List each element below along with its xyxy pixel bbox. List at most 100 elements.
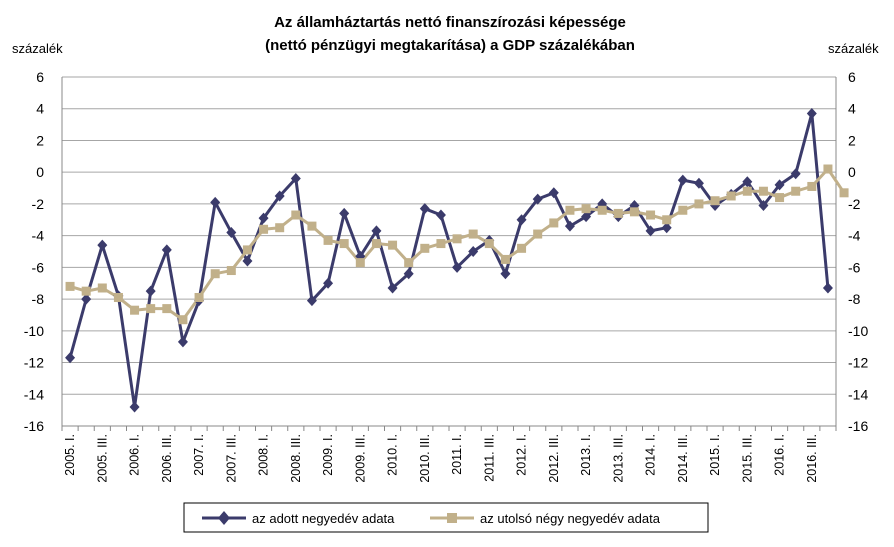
y-tick-label-right: 6 bbox=[848, 69, 856, 85]
x-tick-label: 2011. I. bbox=[450, 434, 464, 475]
data-point-series-2 bbox=[162, 304, 172, 314]
data-point-series-2 bbox=[210, 269, 220, 279]
data-point-series-2 bbox=[452, 234, 462, 244]
chart-title: Az államháztartás nettó finanszírozási k… bbox=[274, 14, 626, 31]
y-tick-label-right: -10 bbox=[848, 323, 868, 339]
right-axis-unit-label: százalék bbox=[828, 41, 879, 56]
data-point-series-2 bbox=[146, 304, 156, 314]
data-point-series-1 bbox=[661, 222, 672, 234]
x-tick-label: 2012. I. bbox=[515, 434, 529, 476]
x-tick-label: 2009. III. bbox=[353, 434, 367, 483]
data-point-series-2 bbox=[758, 186, 768, 196]
data-point-series-2 bbox=[484, 239, 494, 249]
x-tick-label: 2015. I. bbox=[708, 434, 722, 476]
data-point-series-2 bbox=[742, 186, 752, 196]
data-point-series-1 bbox=[129, 401, 140, 413]
left-y-axis-ticks: 6 4 2 0 -2 -4 -6 -8 -10 -12 -14 -16 bbox=[24, 69, 44, 434]
x-tick-label: 2013. I. bbox=[579, 434, 593, 476]
data-point-series-1 bbox=[774, 179, 785, 191]
x-tick-label: 2006. III. bbox=[160, 434, 174, 483]
y-tick-label-left: 0 bbox=[36, 164, 44, 180]
y-tick-label-left: -2 bbox=[32, 196, 45, 212]
x-tick-label: 2012. III. bbox=[547, 434, 561, 483]
data-point-series-2 bbox=[597, 205, 607, 215]
y-tick-label-right: 0 bbox=[848, 164, 856, 180]
x-tick-label: 2005. III. bbox=[95, 434, 109, 483]
data-point-series-2 bbox=[565, 205, 575, 215]
x-tick-label: 2014. I. bbox=[644, 434, 658, 476]
y-tick-label-left: -10 bbox=[24, 323, 44, 339]
data-point-series-2 bbox=[130, 305, 140, 315]
data-point-series-1 bbox=[371, 225, 382, 237]
y-tick-label-left: -8 bbox=[32, 291, 45, 307]
data-point-series-1 bbox=[226, 226, 237, 238]
y-tick-label-left: 4 bbox=[36, 101, 44, 117]
data-point-series-2 bbox=[275, 223, 285, 233]
y-tick-label-left: -14 bbox=[24, 386, 44, 402]
axes bbox=[61, 77, 837, 427]
left-axis-unit-label: százalék bbox=[12, 41, 63, 56]
data-point-series-2 bbox=[178, 315, 188, 325]
x-tick-label: 2008. III. bbox=[289, 434, 303, 483]
x-tick-label: 2009. I. bbox=[321, 434, 335, 476]
data-point-series-2 bbox=[113, 293, 123, 303]
data-point-series-1 bbox=[790, 168, 801, 180]
y-tick-label-left: 2 bbox=[36, 132, 44, 148]
data-point-series-1 bbox=[516, 214, 527, 226]
data-point-series-1 bbox=[161, 244, 172, 256]
data-point-series-1 bbox=[758, 199, 769, 211]
data-point-series-1 bbox=[435, 209, 446, 221]
y-tick-label-right: 2 bbox=[848, 132, 856, 148]
series-layer bbox=[65, 107, 849, 413]
data-point-series-2 bbox=[194, 293, 204, 303]
data-point-series-2 bbox=[468, 229, 478, 239]
data-point-series-2 bbox=[97, 283, 107, 293]
x-tick-label: 2010. I. bbox=[386, 434, 400, 476]
data-point-series-1 bbox=[323, 277, 334, 289]
x-axis-ticks: 2005. I. 2005. III. 2006. I. 2006. III. 2007… bbox=[61, 426, 837, 483]
data-point-series-1 bbox=[242, 255, 253, 267]
y-tick-label-right: -12 bbox=[848, 355, 868, 371]
y-tick-label-right: 4 bbox=[848, 101, 856, 117]
data-point-series-1 bbox=[581, 211, 592, 223]
data-point-series-2 bbox=[549, 218, 559, 228]
data-point-series-2 bbox=[420, 243, 430, 253]
data-point-series-2 bbox=[242, 245, 252, 255]
data-point-series-1 bbox=[65, 352, 76, 364]
data-point-series-2 bbox=[823, 164, 833, 174]
data-point-series-2 bbox=[291, 210, 301, 220]
data-point-series-2 bbox=[710, 196, 720, 206]
data-point-series-1 bbox=[81, 293, 92, 305]
data-point-series-2 bbox=[839, 188, 849, 198]
data-point-series-1 bbox=[145, 285, 156, 297]
data-point-series-2 bbox=[694, 199, 704, 209]
data-point-series-2 bbox=[355, 258, 365, 268]
data-point-series-1 bbox=[532, 193, 543, 205]
data-point-series-2 bbox=[807, 181, 817, 191]
data-point-series-1 bbox=[97, 239, 108, 251]
x-tick-label: 2006. I. bbox=[128, 434, 142, 476]
legend-marker-diamond bbox=[218, 511, 230, 525]
data-point-series-2 bbox=[533, 229, 543, 239]
data-point-series-2 bbox=[339, 239, 349, 249]
data-point-series-1 bbox=[274, 190, 285, 202]
y-tick-label-left: -12 bbox=[24, 355, 44, 371]
y-tick-label-right: -4 bbox=[848, 228, 861, 244]
data-point-series-1 bbox=[806, 107, 817, 119]
data-point-series-2 bbox=[726, 191, 736, 201]
data-point-series-1 bbox=[258, 212, 269, 224]
data-point-series-2 bbox=[791, 186, 801, 196]
data-point-series-2 bbox=[662, 215, 672, 225]
data-point-series-1 bbox=[564, 220, 575, 232]
data-point-series-2 bbox=[259, 224, 269, 234]
gridlines bbox=[62, 76, 836, 427]
y-tick-label-right: -14 bbox=[848, 386, 868, 402]
x-tick-label: 2014. III. bbox=[676, 434, 690, 483]
data-point-series-1 bbox=[822, 282, 833, 294]
data-point-series-2 bbox=[436, 239, 446, 249]
chart-subtitle: (nettó pénzügyi megtakarítása) a GDP szá… bbox=[265, 37, 635, 54]
y-tick-label-left: -4 bbox=[32, 228, 45, 244]
data-point-series-2 bbox=[500, 254, 510, 264]
